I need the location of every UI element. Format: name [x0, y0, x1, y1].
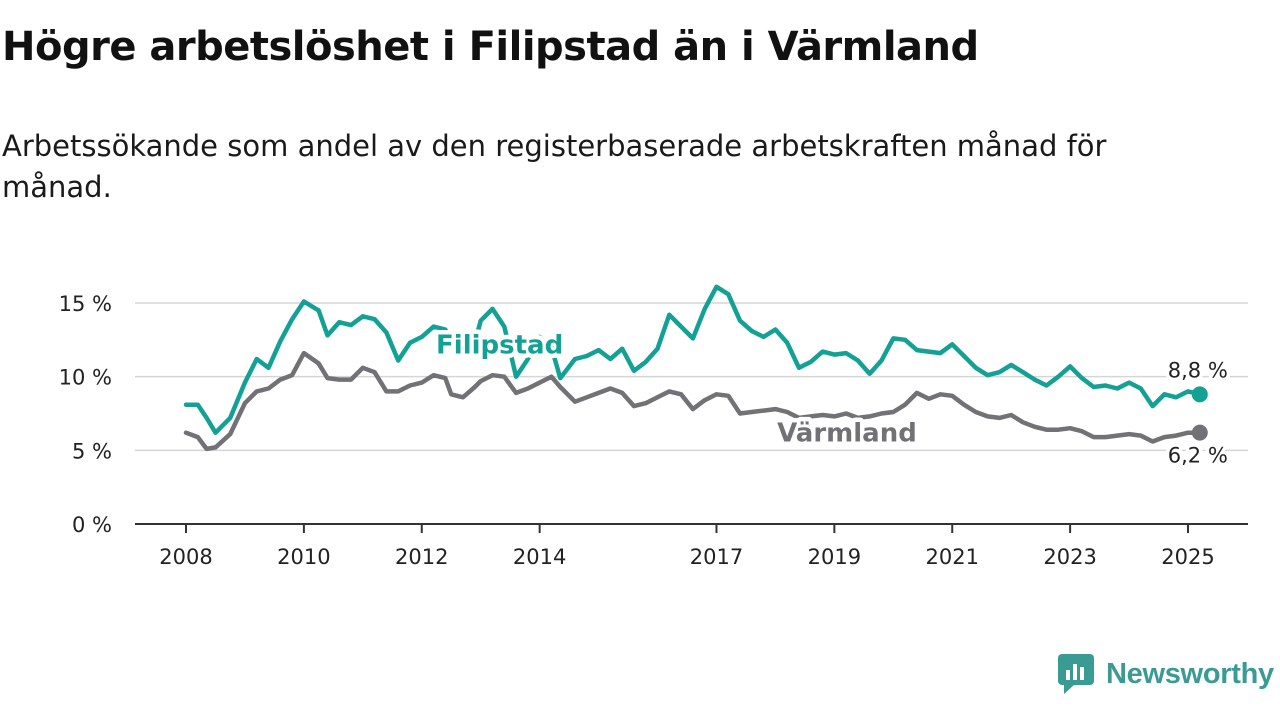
series-line-filipstad — [183, 284, 1203, 435]
x-tick-label: 2014 — [513, 545, 566, 569]
series-end-point — [1191, 386, 1208, 403]
series-line-varmland — [183, 350, 1203, 452]
x-tick-label: 2021 — [926, 545, 979, 569]
x-tick-label: 2019 — [808, 545, 861, 569]
end-value-halo: 6,2 % — [1168, 444, 1228, 468]
x-tick-label: 2025 — [1161, 545, 1214, 569]
series-label: Filipstad — [436, 330, 563, 360]
y-tick-label: 5 % — [72, 439, 112, 463]
end-value-label: 8,8 % — [1168, 358, 1228, 382]
x-tick-label: 2010 — [277, 545, 330, 569]
chart-title: Högre arbetslöshet i Filipstad än i Värm… — [2, 24, 979, 70]
y-tick-label: 10 % — [59, 366, 112, 390]
grid-lines — [135, 302, 1248, 452]
brand-logo: Newsworthy — [1058, 654, 1274, 694]
series-label-halo: Filipstad — [436, 330, 563, 360]
series-label: Värmland — [777, 419, 917, 449]
series-lines — [183, 284, 1208, 452]
bar-chart-icon — [1058, 654, 1094, 694]
x-tick-label: 2023 — [1043, 545, 1096, 569]
x-tick-label: 2017 — [690, 545, 743, 569]
end-value-label: 6,2 % — [1168, 444, 1228, 468]
y-tick-label: 15 % — [59, 292, 112, 316]
brand-name: Newsworthy — [1106, 657, 1274, 690]
end-value-halo: 8,8 % — [1168, 358, 1228, 382]
axes: 0 % 5 % 10 % 15 % 2008 2010 2012 2014 2017 2019 20… — [59, 292, 1248, 569]
chart-subtitle: Arbetssökande som andel av den registerb… — [2, 129, 1107, 204]
x-tick-label: 2008 — [159, 545, 212, 569]
series-end-point — [1191, 424, 1208, 441]
line-chart: 0 % 5 % 10 % 15 % 2008 2010 2012 2014 2017 2019 20… — [59, 284, 1248, 569]
x-tick-label: 2012 — [395, 545, 448, 569]
series-label-halo: Värmland — [777, 419, 917, 449]
y-tick-label: 0 % — [72, 513, 112, 537]
